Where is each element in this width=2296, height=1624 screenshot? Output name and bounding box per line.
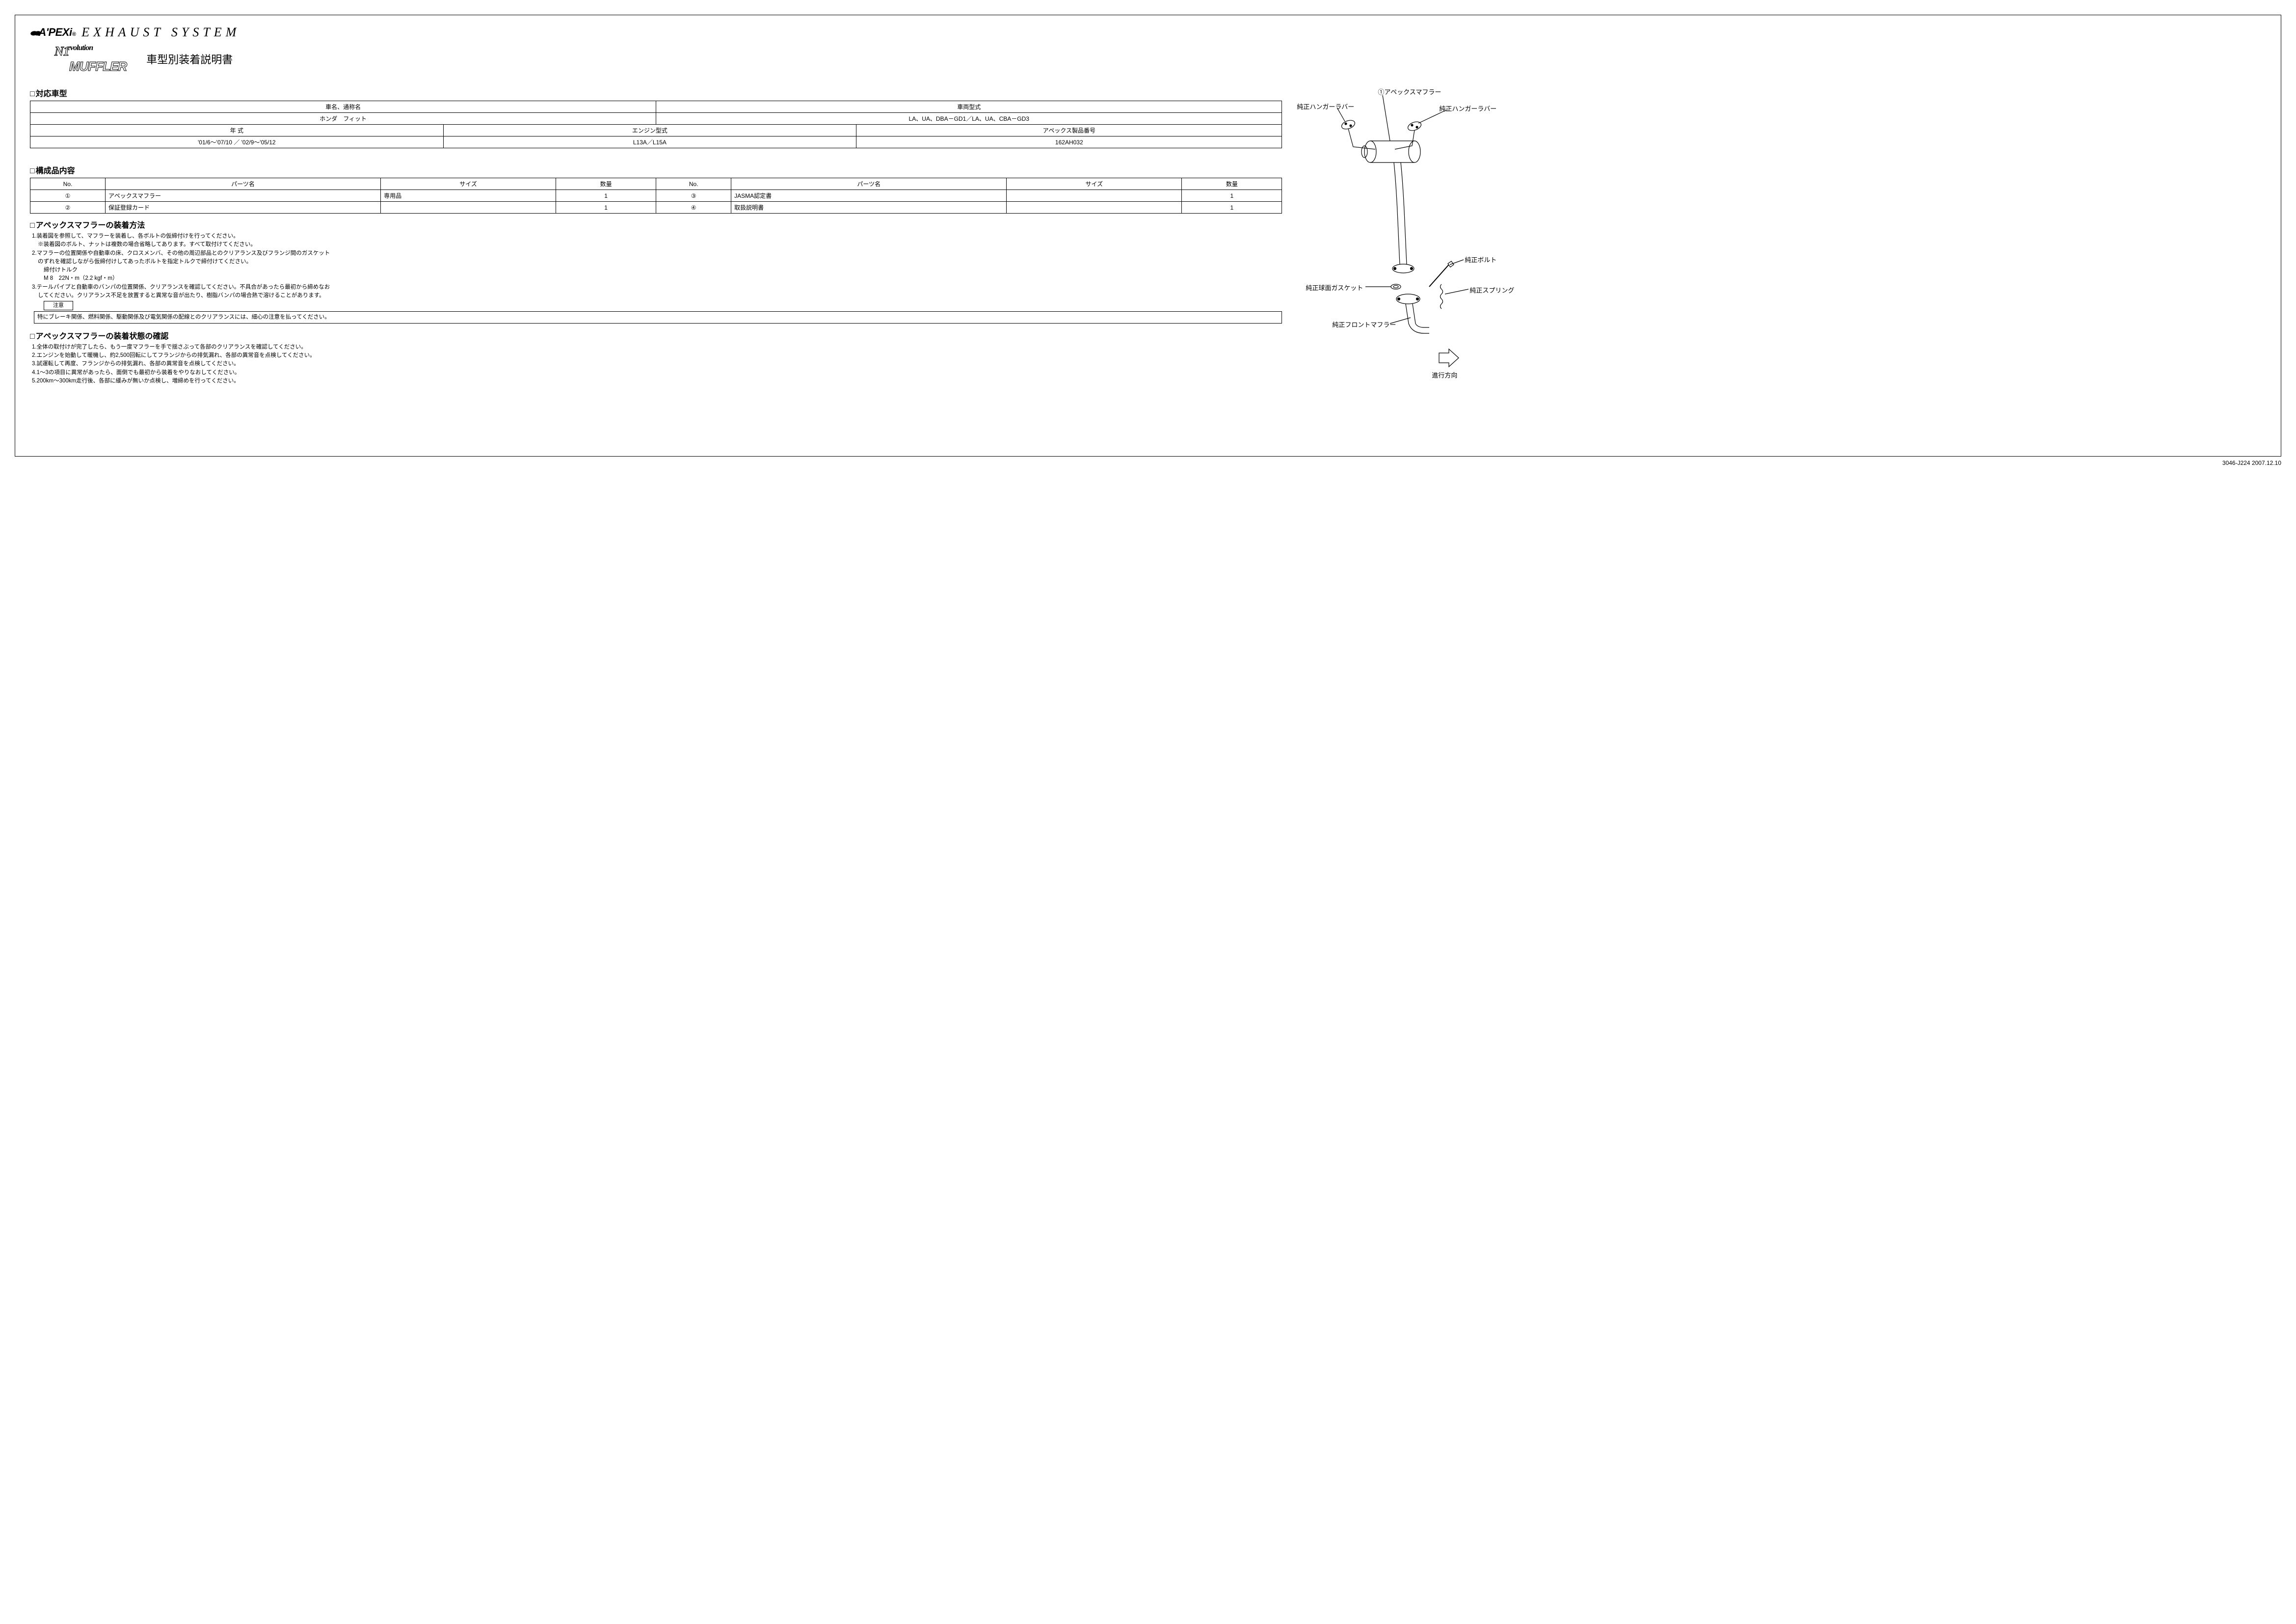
page-frame: A'PEXi® EXHAUST SYSTEM N1evolution MUFFL…: [15, 15, 2281, 457]
vt-h2: 車両型式: [656, 101, 1282, 113]
check-instructions: 1.全体の取付けが完了したら、もう一度マフラーを手で揺さぶって各部のクリアランス…: [32, 343, 1282, 385]
table-row: ② 保証登録カード 1 ④ 取扱説明書 1: [30, 202, 1282, 214]
main-title: EXHAUST SYSTEM: [81, 25, 240, 40]
label-spring: 純正スプリング: [1469, 285, 1514, 295]
caution-label: 注意: [44, 301, 73, 310]
doc-title: 車型別装着説明書: [146, 51, 233, 67]
section-vehicle-title: 対応車型: [30, 87, 1282, 99]
vt-r1c1: ホンダ フィット: [30, 113, 656, 125]
vt-h1: 車名、通称名: [30, 101, 656, 113]
section-check-title: アペックスマフラーの装着状態の確認: [30, 329, 1282, 341]
label-hanger-2: 純正ハンガーラバー: [1439, 104, 1496, 113]
vt-h3: 年 式: [30, 125, 444, 136]
table-row: ① アペックスマフラー 専用品 1 ③ JASMA認定書 1: [30, 190, 1282, 202]
left-column: 対応車型 車名、通称名 車両型式 ホンダ フィット LA、UA、DBA－GD1／…: [30, 83, 1282, 391]
install-instructions: 1.装着図を参照して、マフラーを装着し、各ボルトの仮締付けを行ってください。 ※…: [32, 232, 1282, 324]
label-direction: 進行方向: [1432, 370, 1457, 379]
header: A'PEXi® EXHAUST SYSTEM: [30, 25, 2266, 40]
label-front-muffler: 純正フロントマフラー: [1332, 320, 1396, 329]
vt-h4: エンジン型式: [443, 125, 856, 136]
section-install-title: アペックスマフラーの装着方法: [30, 218, 1282, 230]
label-apex-muffler: ①アペックスマフラー: [1378, 87, 1441, 96]
n1-muffler-logo: N1evolution MUFFLER: [54, 44, 127, 74]
section-parts-title: 構成品内容: [30, 164, 1282, 176]
caution-box: 特にブレーキ関係、燃料関係、駆動関係及び電気関係の配線とのクリアランスには、細心…: [34, 311, 1282, 324]
parts-table: No. パーツ名 サイズ 数量 No. パーツ名 サイズ 数量 ① アペックスマ…: [30, 178, 1282, 214]
label-bolt: 純正ボルト: [1465, 255, 1496, 264]
vt-h5: アペックス製品番号: [856, 125, 1282, 136]
vt-r2c1: '01/6～'07/10 ／ '02/9～'05/12: [30, 136, 444, 148]
vehicle-table: 車名、通称名 車両型式 ホンダ フィット LA、UA、DBA－GD1／LA、UA…: [30, 101, 1282, 148]
label-gasket: 純正球面ガスケット: [1306, 283, 1363, 292]
vt-r1c2: LA、UA、DBA－GD1／LA、UA、CBA－GD3: [656, 113, 1282, 125]
label-hanger-1: 純正ハンガーラバー: [1297, 102, 1354, 111]
diagram-svg: [1302, 83, 1508, 387]
footer: 3046-J224 2007.12.10: [15, 460, 2281, 466]
vt-r2c3: 162AH032: [856, 136, 1282, 148]
exhaust-diagram: ①アペックスマフラー 純正ハンガーラバー 純正ハンガーラバー 純正ボルト 純正球…: [1302, 83, 2266, 387]
vt-r2c2: L13A／L15A: [443, 136, 856, 148]
apexi-logo: A'PEXi®: [30, 26, 76, 39]
right-column: ①アペックスマフラー 純正ハンガーラバー 純正ハンガーラバー 純正ボルト 純正球…: [1302, 83, 2266, 391]
sub-header: N1evolution MUFFLER 車型別装着説明書: [54, 44, 2266, 74]
content-columns: 対応車型 車名、通称名 車両型式 ホンダ フィット LA、UA、DBA－GD1／…: [30, 83, 2266, 391]
